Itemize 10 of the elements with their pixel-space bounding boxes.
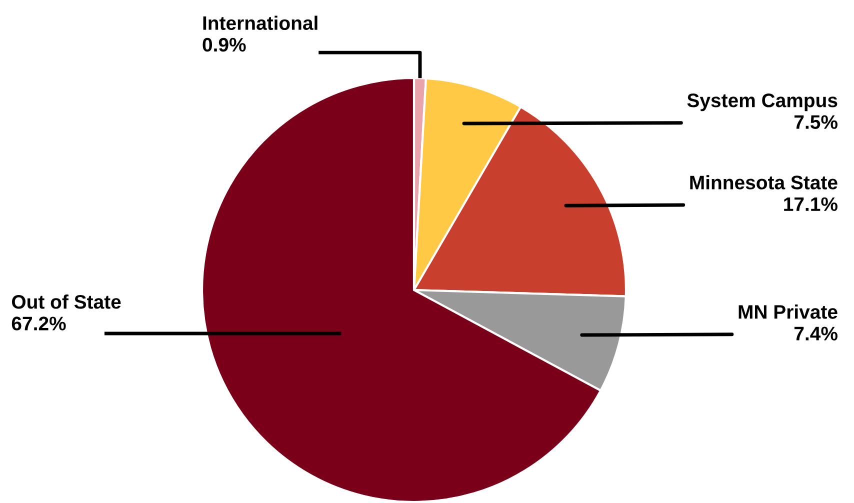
- slice-label: System Campus: [687, 94, 838, 112]
- data-label: 67.2%: [12, 316, 66, 330]
- data-label: 7.5%: [794, 115, 838, 129]
- slice-label: Out of State: [12, 294, 121, 309]
- slice-label: International: [203, 16, 318, 30]
- data-label: 17.1%: [784, 197, 838, 212]
- data-label: 7.4%: [794, 326, 838, 340]
- data-label: 0.9%: [202, 38, 246, 52]
- slice-label: Minnesota State: [690, 175, 838, 190]
- slice-label: MN Private: [738, 304, 838, 319]
